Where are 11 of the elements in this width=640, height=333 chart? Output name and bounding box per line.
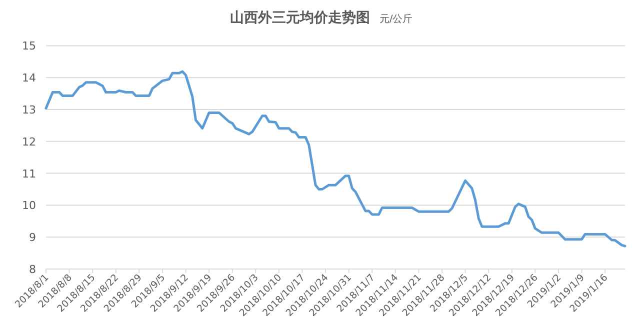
line-series	[44, 70, 626, 248]
y-tick-label: 10	[22, 199, 36, 212]
y-tick-label: 8	[29, 263, 36, 276]
y-tick-label: 12	[22, 135, 36, 148]
y-tick-label: 11	[22, 167, 36, 180]
y-tick-label: 13	[22, 104, 36, 116]
y-tick-label: 15	[22, 40, 36, 53]
y-tick-label: 9	[29, 231, 36, 244]
chart-title: 山西外三元均价走势图	[230, 10, 370, 26]
y-tick-label: 14	[22, 72, 36, 85]
chart-subtitle: 元/公斤	[379, 13, 413, 25]
